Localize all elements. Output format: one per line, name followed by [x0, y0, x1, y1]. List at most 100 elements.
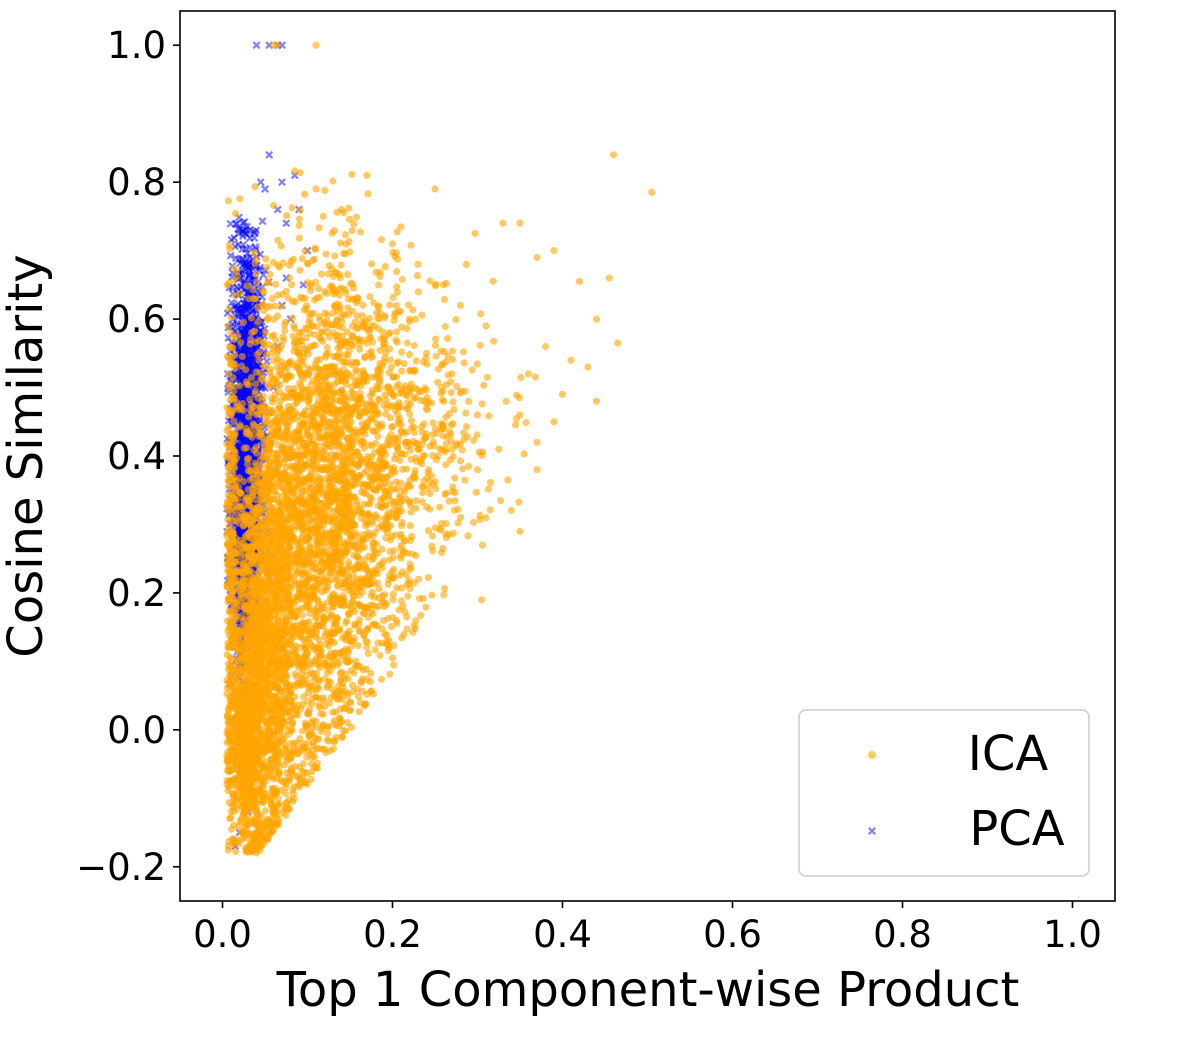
ica-point [236, 195, 244, 203]
pca-point [261, 185, 269, 193]
ica-point [303, 426, 311, 434]
ica-point [295, 234, 303, 242]
pca-point [258, 217, 267, 226]
ica-point [256, 423, 264, 431]
ica-point [331, 649, 339, 657]
ica-point [323, 381, 331, 390]
ica-point [315, 224, 323, 232]
pca-point [278, 178, 286, 187]
ica-point [337, 261, 345, 269]
ica-point [373, 622, 381, 630]
ica-point [411, 624, 419, 633]
ica-point [285, 274, 293, 282]
ica-point [298, 387, 306, 395]
ica-point [390, 661, 398, 669]
ica-point [247, 314, 255, 322]
ica-point [288, 281, 296, 289]
ica-point [370, 546, 378, 555]
ica-point [309, 717, 317, 725]
ica-point [343, 658, 351, 666]
ica-point [238, 352, 246, 361]
ica-point [288, 416, 296, 424]
ica-point [339, 310, 347, 318]
pca-point [231, 254, 240, 263]
ica-point [226, 343, 234, 351]
ica-point [353, 553, 361, 561]
pca-point [259, 270, 268, 279]
ica-point [344, 304, 352, 312]
ica-point [298, 394, 306, 402]
ica-point [262, 328, 270, 336]
ica-point [412, 357, 420, 365]
pca-point [282, 219, 291, 228]
ica-point [224, 463, 233, 471]
ica-point [408, 550, 416, 558]
ica-point [327, 483, 335, 491]
ica-point [304, 386, 312, 394]
ica-point [378, 545, 386, 553]
ica-point [255, 432, 263, 440]
ica-point [313, 629, 321, 638]
ica-point [331, 252, 339, 260]
ica-point [280, 321, 289, 329]
ica-point [360, 702, 368, 710]
ica-point [294, 711, 302, 719]
ica-point [291, 337, 299, 345]
ica-point [301, 247, 309, 255]
ica-point [330, 590, 338, 598]
ica-point [289, 297, 297, 305]
ica-point [295, 221, 303, 230]
ica-point [300, 561, 308, 569]
ica-point [381, 630, 389, 638]
pca-point [251, 242, 260, 251]
ica-point [250, 402, 258, 411]
ica-point [227, 313, 235, 321]
ica-point [223, 352, 232, 360]
ica-point [290, 384, 298, 392]
ica-point [305, 310, 313, 318]
ica-point [325, 541, 333, 549]
ica-point [326, 678, 335, 687]
ica-point [296, 266, 304, 274]
pca-point [256, 178, 265, 187]
ica-point [354, 642, 362, 650]
ica-point [366, 499, 374, 507]
pca-point [238, 219, 247, 228]
ica-point [328, 611, 336, 620]
ica-point [230, 277, 238, 285]
ica-point [260, 288, 268, 296]
ica-point [325, 262, 333, 270]
ica-point [295, 605, 303, 613]
pca-point [244, 272, 253, 281]
ica-point [348, 227, 356, 235]
ica-point [310, 255, 318, 263]
data-points [223, 41, 656, 857]
ica-point [298, 294, 307, 303]
pca-point [241, 229, 250, 238]
ica-point [250, 327, 259, 335]
ica-point [231, 464, 239, 472]
ica-point [381, 263, 389, 271]
ica-point [280, 336, 288, 345]
pca-point [241, 245, 250, 254]
ica-point [301, 190, 309, 198]
ica-point [302, 334, 310, 342]
ica-point [268, 409, 276, 417]
ica-point [242, 366, 250, 374]
ica-point [283, 799, 291, 807]
ica-point [264, 279, 272, 287]
ica-point [228, 382, 236, 390]
pca-point [245, 358, 253, 366]
ica-point [321, 186, 329, 194]
ica-point [277, 302, 285, 310]
ica-point [323, 289, 331, 297]
pca-point [237, 413, 246, 422]
ica-point [386, 480, 394, 488]
ica-point [312, 723, 320, 731]
ica-point [231, 209, 240, 218]
ica-point [245, 381, 253, 389]
ica-point [333, 269, 341, 277]
ica-point [302, 679, 310, 688]
ica-point [290, 347, 298, 355]
ica-point [225, 424, 233, 432]
